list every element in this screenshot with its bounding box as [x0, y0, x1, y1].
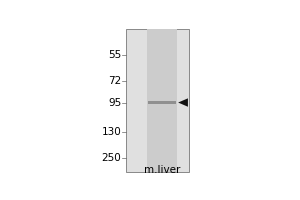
Polygon shape — [178, 98, 188, 107]
Text: 250: 250 — [101, 153, 121, 163]
Text: m.liver: m.liver — [144, 165, 180, 175]
Bar — [148, 101, 176, 104]
Bar — [147, 29, 177, 172]
Text: 130: 130 — [101, 127, 121, 137]
Text: 72: 72 — [108, 76, 121, 86]
Text: 95: 95 — [108, 98, 121, 108]
Text: 55: 55 — [108, 50, 121, 60]
Bar — [126, 29, 189, 172]
